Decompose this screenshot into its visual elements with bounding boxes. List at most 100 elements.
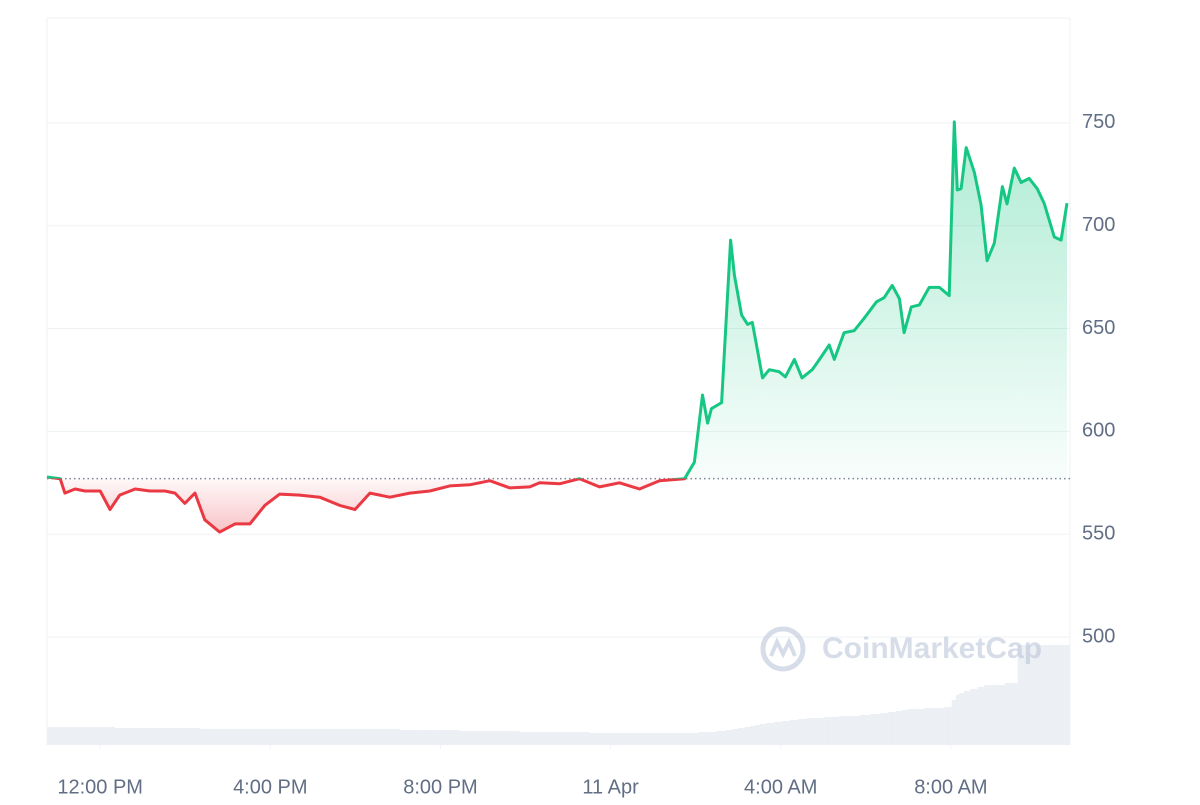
volume-bar: [534, 732, 550, 745]
watermark-logo-mark: [769, 637, 797, 659]
y-tick-label: 500: [1082, 625, 1115, 647]
volume-bar: [807, 718, 816, 745]
volume-bar: [92, 727, 106, 745]
volume-bar: [1057, 645, 1065, 745]
volume-bar: [705, 732, 710, 745]
volume-bar: [934, 708, 945, 745]
volume-bar: [629, 733, 650, 745]
volume-bar: [859, 715, 871, 745]
volume-bar: [759, 724, 766, 745]
volume-bar: [924, 708, 935, 745]
volume-bar: [798, 719, 808, 745]
volume-bar: [824, 717, 832, 745]
volume-bar: [157, 728, 170, 745]
volume-bar: [726, 730, 733, 745]
volume-bar: [362, 729, 380, 745]
volume-bar: [955, 695, 960, 745]
x-tick-label: 11 Apr: [582, 776, 639, 798]
volume-bar: [880, 713, 889, 745]
volume-bar: [459, 731, 480, 745]
volume-bar: [212, 729, 228, 745]
volume-bar: [782, 721, 790, 745]
volume-bar: [549, 732, 570, 745]
volume-bar: [849, 716, 860, 745]
volume-bar: [169, 728, 180, 745]
area-fill: [47, 121, 1067, 533]
volume-bar: [1004, 683, 1011, 745]
volume-bar: [765, 723, 775, 745]
x-tick-label: 8:00 PM: [403, 776, 477, 798]
volume-bar: [309, 729, 330, 745]
volume-bar: [589, 733, 610, 745]
price-line: [46, 120, 1069, 534]
volume-bar: [963, 691, 971, 745]
volume-bar: [672, 733, 690, 745]
volume-bar: [959, 693, 964, 745]
watermark-text: CoinMarketCap: [822, 632, 1042, 665]
volume-bar: [439, 730, 460, 745]
volume-bar: [289, 729, 310, 745]
volume-bar: [347, 729, 363, 745]
volume-bar: [907, 709, 916, 745]
volume-bar: [127, 728, 143, 745]
volume-bar: [990, 685, 999, 745]
volume-bar: [970, 689, 978, 745]
volume-bar: [609, 733, 630, 745]
volume-bar: [915, 709, 925, 745]
volume-bar: [227, 729, 243, 745]
volume-bar: [379, 729, 400, 745]
volume-bar: [47, 727, 54, 745]
volume-bar: [189, 728, 200, 745]
volume-bar: [944, 707, 952, 745]
volume-bar: [754, 725, 760, 745]
volume-bar: [951, 700, 956, 745]
volume-bar: [272, 729, 290, 745]
volume-bar: [179, 728, 190, 745]
x-tick-label: 8:00 AM: [914, 776, 987, 798]
volume-bar: [998, 685, 1005, 745]
volume-bar: [519, 732, 535, 745]
volume-bar: [1025, 645, 1034, 745]
y-tick-label: 600: [1082, 420, 1115, 442]
volume-bar: [257, 729, 273, 745]
y-tick-label: 750: [1082, 111, 1115, 133]
volume-bar: [831, 717, 840, 745]
volume-bar: [649, 733, 673, 745]
volume-bar: [977, 687, 985, 745]
volume-layer: [47, 645, 1070, 745]
x-tick-label: 4:00 AM: [744, 776, 817, 798]
volume-bar: [399, 730, 420, 745]
watermark-logo: [760, 626, 806, 672]
volume-bar: [815, 718, 825, 745]
volume-bar: [114, 728, 128, 745]
volume-bar: [1049, 645, 1058, 745]
volume-bar: [1040, 645, 1050, 745]
volume-bar: [901, 710, 908, 745]
volume-bar: [479, 731, 500, 745]
volume-bar: [1017, 645, 1026, 745]
volume-bar: [888, 712, 896, 745]
volume-bar: [1033, 645, 1041, 745]
volume-bar: [1064, 645, 1070, 745]
volume-bar: [242, 729, 258, 745]
volume-bar: [69, 727, 80, 745]
volume-bar: [62, 727, 70, 745]
volume-bar: [329, 729, 348, 745]
volume-bar: [744, 727, 750, 745]
y-tick-label: 550: [1082, 522, 1115, 544]
volume-bar: [749, 726, 755, 745]
volume-bar: [789, 720, 799, 745]
volume-bar: [689, 733, 699, 745]
y-tick-label: 650: [1082, 317, 1115, 339]
volume-bar: [839, 716, 850, 745]
volume-bar: [774, 722, 783, 745]
volume-bar: [105, 727, 115, 745]
y-tick-label: 700: [1082, 214, 1115, 236]
volume-bar: [870, 714, 881, 745]
x-tick-label: 12:00 PM: [57, 776, 143, 798]
volume-bar: [984, 685, 991, 745]
volume-bar: [732, 729, 739, 745]
volume-bar: [716, 731, 727, 745]
